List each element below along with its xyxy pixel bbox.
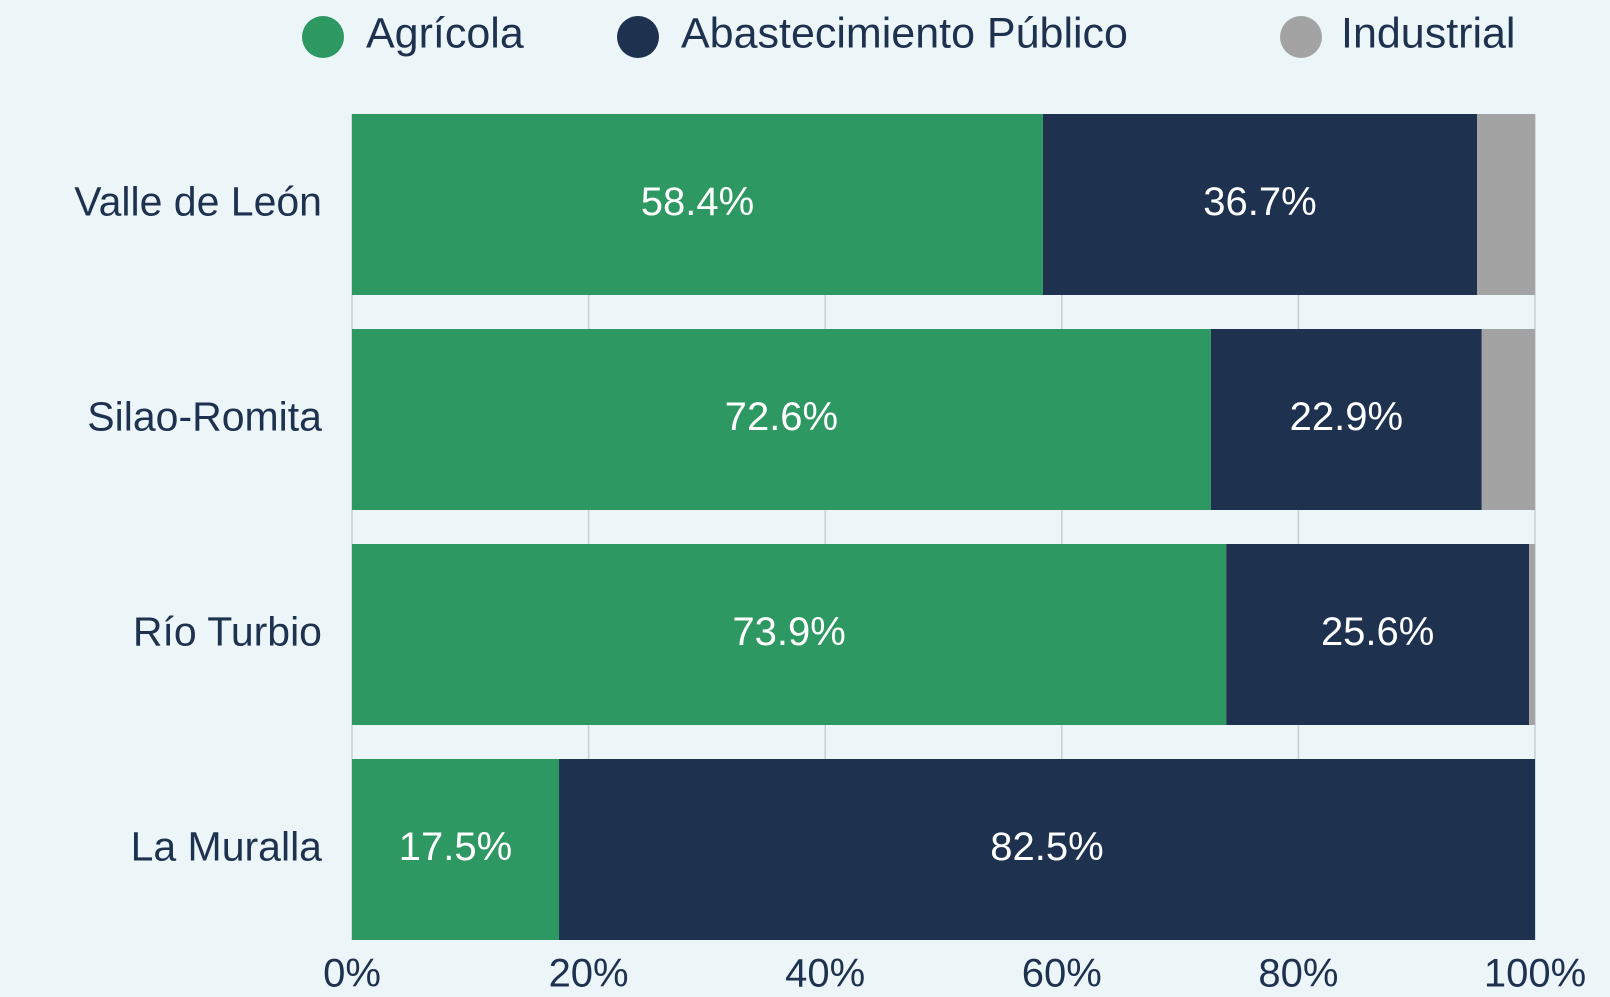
value-label: 36.7% bbox=[1203, 180, 1316, 224]
bar-segment bbox=[352, 544, 1227, 725]
bar-segment bbox=[352, 759, 560, 940]
legend-label: Industrial bbox=[1341, 9, 1515, 57]
x-tick-label: 80% bbox=[1258, 952, 1338, 996]
bar-segment bbox=[1529, 544, 1535, 725]
bar-segment bbox=[352, 329, 1211, 510]
y-tick-label: Silao-Romita bbox=[87, 393, 322, 439]
bar-segment bbox=[1210, 329, 1482, 510]
x-tick-label: 60% bbox=[1022, 952, 1102, 996]
value-label: 82.5% bbox=[990, 825, 1103, 869]
bar-segment bbox=[352, 114, 1043, 295]
bar-segment bbox=[1226, 544, 1530, 725]
bar-segment bbox=[1477, 114, 1535, 295]
legend-marker bbox=[617, 16, 659, 58]
value-label: 22.9% bbox=[1290, 395, 1403, 439]
y-tick-label: La Muralla bbox=[131, 823, 323, 869]
legend-label: Abastecimiento Público bbox=[681, 9, 1128, 57]
y-tick-label: Valle de León bbox=[74, 178, 322, 224]
value-label: 25.6% bbox=[1321, 610, 1434, 654]
value-label: 58.4% bbox=[641, 180, 754, 224]
y-tick-label: Río Turbio bbox=[133, 608, 322, 654]
legend-marker bbox=[302, 16, 344, 58]
value-label: 72.6% bbox=[725, 395, 838, 439]
x-tick-label: 40% bbox=[785, 952, 865, 996]
x-tick-label: 100% bbox=[1484, 952, 1586, 996]
x-tick-label: 0% bbox=[323, 952, 381, 996]
bar-segment bbox=[1042, 114, 1478, 295]
legend-marker bbox=[1280, 16, 1322, 58]
value-label: 73.9% bbox=[732, 610, 845, 654]
bar-segment bbox=[559, 759, 1535, 940]
value-label: 17.5% bbox=[399, 825, 512, 869]
x-tick-label: 20% bbox=[549, 952, 629, 996]
bar-segment bbox=[1481, 329, 1535, 510]
legend-label: Agrícola bbox=[366, 9, 524, 57]
